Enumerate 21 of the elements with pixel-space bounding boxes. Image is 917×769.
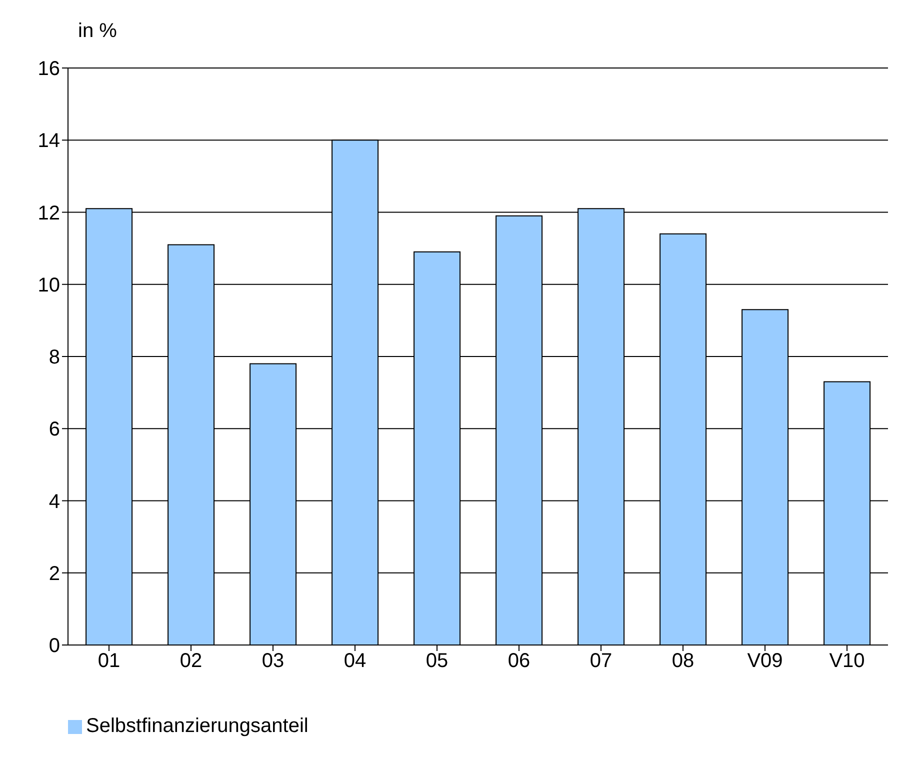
- x-tick-label: 01: [98, 650, 120, 672]
- x-tick-label: 05: [426, 650, 448, 672]
- x-tick-label: 02: [180, 650, 202, 672]
- x-tick-label: 07: [590, 650, 612, 672]
- legend-label: Selbstfinanzierungsanteil: [86, 715, 308, 737]
- x-tick-label: 06: [508, 650, 530, 672]
- x-tick-label: 04: [344, 650, 366, 672]
- y-tick-label: 8: [48, 346, 60, 369]
- y-tick-label: 12: [38, 202, 60, 224]
- y-tick-label: 0: [48, 635, 60, 658]
- y-tick-label: 2: [48, 562, 60, 585]
- y-tick-label: 16: [38, 58, 60, 80]
- x-tick-label: V10: [829, 650, 865, 672]
- y-tick-label: 14: [38, 130, 60, 152]
- y-tick-label: 10: [38, 274, 60, 296]
- y-tick-label: 4: [48, 490, 60, 513]
- y-tick-label: 6: [48, 418, 60, 441]
- x-tick-label: V09: [747, 650, 783, 672]
- y-axis-title: in %: [78, 20, 117, 43]
- x-tick-label: 08: [672, 650, 694, 672]
- x-tick-label: 03: [262, 650, 284, 672]
